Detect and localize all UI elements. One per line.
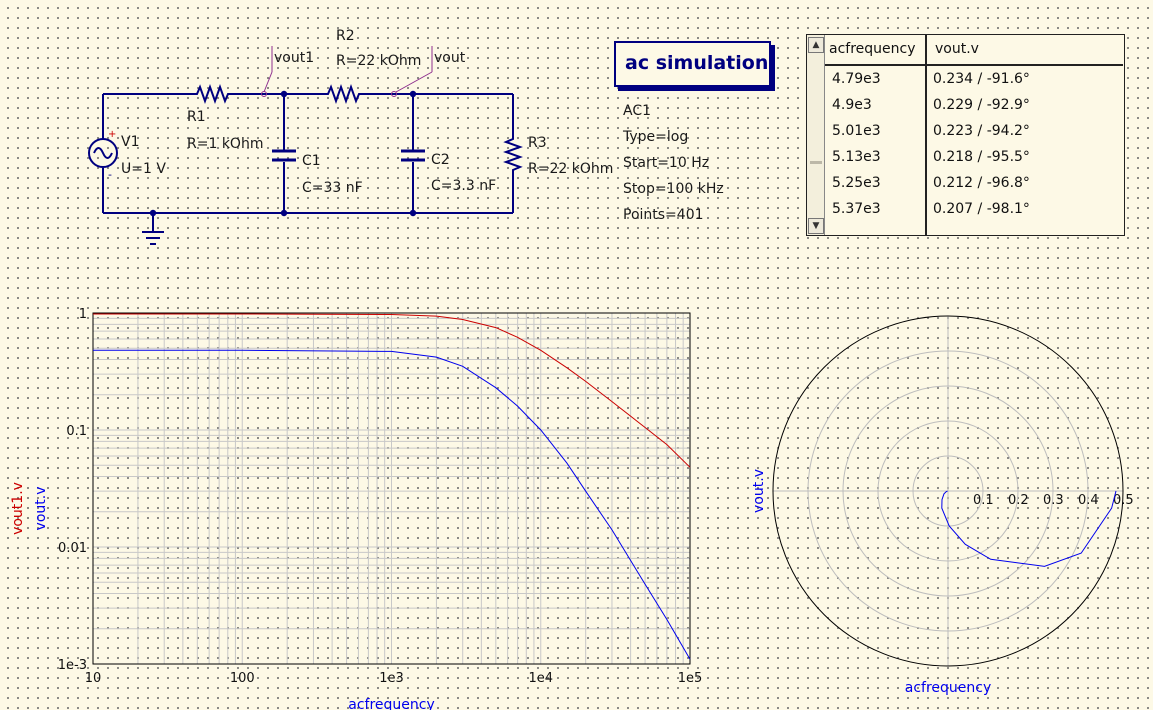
scroll-down-icon[interactable]: ▼ [808,218,824,234]
ac-simulation-title: ac simulation [625,52,769,74]
c1-value: C=33 nF [302,180,363,196]
series-line-vout1-v [93,313,691,468]
y-axis-label: vout.v [751,469,767,513]
table-cell: 0.207 / -98.1° [933,201,1030,217]
ac-simulation-block[interactable]: ac simulation [614,41,771,87]
table-column-acfrequency: acfrequency 4.79e3 4.9e3 5.01e3 5.13e3 5… [825,35,927,235]
column-header[interactable]: acfrequency [825,35,925,66]
table-scrollbar[interactable]: ▲ ▼ [807,35,825,235]
table-cell: 5.01e3 [832,123,881,139]
vout1-node-label: vout1 [274,50,315,66]
table-cell: 5.25e3 [832,175,881,191]
table-cell: 0.223 / -94.2° [933,123,1030,139]
x-tick-label: 1e3 [379,671,404,686]
r1-value: R=1 kOhm [187,136,264,152]
x-axis-label: acfrequency [348,697,435,710]
r1-resistor-icon [183,84,240,104]
junction-dots [149,90,417,217]
y-tick-label: 1 [79,307,87,322]
polar-chart[interactable]: 0.1 0.2 0.3 0.4 0.5 acfrequency vout.v [740,290,1153,710]
c2-value: C=3.3 nF [431,178,497,194]
table-cell: 0.234 / -91.6° [933,71,1030,87]
r-tick-label: 0.4 [1078,493,1099,508]
table-cell: 4.9e3 [832,97,872,113]
y-tick-label: 1e-3 [58,658,87,673]
polar-grid [773,316,1123,666]
table-cell: 4.79e3 [832,71,881,87]
y-tick-label: 0.01 [58,541,87,556]
y-tick-label: 0.1 [66,424,87,439]
table-cell: 5.37e3 [832,201,881,217]
sim-stop: Stop=100 kHz [623,181,724,197]
r3-name: R3 [528,135,547,151]
sim-type: Type=log [623,129,689,145]
c2-capacitor-icon [401,149,425,162]
r-tick-label: 0.3 [1043,493,1064,508]
c1-capacitor-icon [272,149,296,162]
x-tick-label: 100 [230,671,255,686]
y-axis-label-part: vout1.v [10,482,26,535]
r3-resistor-icon [503,132,523,176]
x-tick-label: 1e4 [528,671,553,686]
vout-node-label: vout [434,50,466,66]
r-tick-label: 0.2 [1008,493,1029,508]
sim-name: AC1 [623,103,652,119]
source-minus: - [108,168,112,181]
c2-name: C2 [431,152,450,168]
ac-source-icon [88,138,118,168]
c1-name: C1 [302,153,321,169]
r-tick-label: 0.1 [973,493,994,508]
node-label-markers [261,46,433,97]
column-header[interactable]: vout.v [927,35,1123,66]
r2-resistor-icon [314,84,370,104]
x-tick-label: 10 [85,671,102,686]
ground-icon [142,231,164,245]
source-plus: + [108,129,116,140]
scroll-thumb[interactable] [810,161,822,164]
polar-series-line [941,490,1117,567]
table-cell: 0.212 / -96.8° [933,175,1030,191]
y-axis-label: vout1.v vout.v [10,482,49,535]
table-cell: 0.218 / -95.5° [933,149,1030,165]
plot-frame [92,312,691,665]
table-cell: 5.13e3 [832,149,881,165]
r2-name: R2 [336,28,355,44]
r3-value: R=22 kOhm [528,161,614,177]
series-line-vout-v [93,349,691,660]
x-tick-label: 1e5 [678,671,703,686]
polar-frame [772,315,1124,667]
schematic: + - [88,46,523,245]
cartesian-chart[interactable]: 10 100 1e3 1e4 1e5 1 0.1 0.01 1e-3 acfrequency vou… [0,290,720,710]
v1-name: V1 [121,134,140,150]
results-table[interactable]: ▲ ▼ acfrequency 4.79e3 4.9e3 5.01e3 5.13… [806,34,1125,236]
v1-value: U=1 V [121,161,166,177]
chart-grid [92,313,690,665]
table-cell: 0.229 / -92.9° [933,97,1030,113]
x-axis-label: acfrequency [905,680,992,696]
y-axis-label-part: vout.v [33,487,49,531]
sim-start: Start=10 Hz [623,155,710,171]
table-column-vout: vout.v 0.234 / -91.6° 0.229 / -92.9° 0.2… [927,35,1123,235]
r2-value: R=22 kOhm [336,53,422,69]
sim-points: Points=401 [623,207,704,223]
r-tick-label: 0.5 [1113,493,1134,508]
scroll-up-icon[interactable]: ▲ [808,37,824,53]
r1-name: R1 [187,109,206,125]
simulation-parameters: AC1 Type=log Start=10 Hz Stop=100 kHz Po… [623,98,724,228]
